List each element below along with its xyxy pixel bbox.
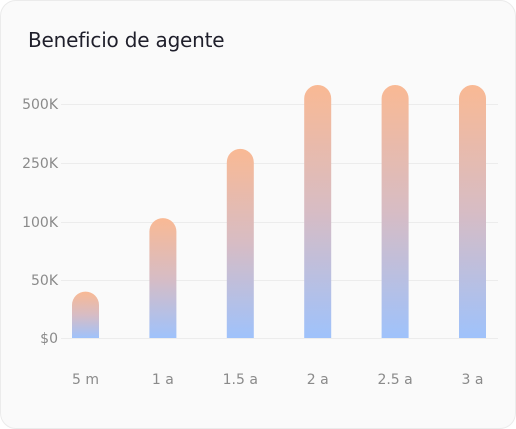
bar [149, 218, 177, 338]
chart-title: Beneficio de agente [28, 28, 225, 52]
bar [381, 85, 409, 338]
x-tick-label: 2.5 a [377, 372, 412, 388]
x-tick-label: 1.5 a [223, 372, 258, 388]
x-tick-label: 3 a [462, 372, 484, 388]
y-tick-label: $0 [40, 331, 58, 347]
bar [226, 148, 254, 338]
y-tick-label: 500K [22, 97, 59, 113]
bar [304, 85, 332, 338]
y-tick-label: 250K [22, 156, 59, 172]
bar [72, 291, 99, 338]
x-tick-label: 5 m [72, 372, 99, 388]
x-tick-label: 2 a [307, 372, 329, 388]
bar [459, 85, 486, 338]
y-tick-label: 50K [31, 273, 59, 289]
x-tick-label: 1 a [152, 372, 174, 388]
y-tick-label: 100K [22, 215, 59, 231]
